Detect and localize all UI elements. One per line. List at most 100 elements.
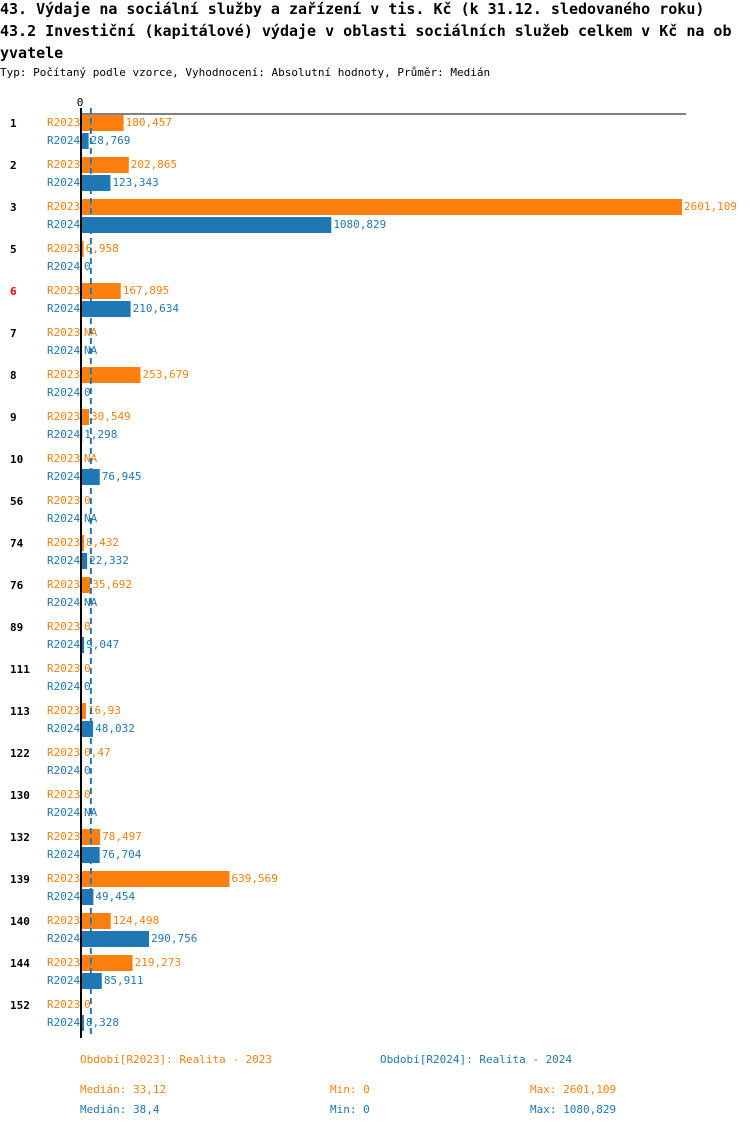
category-label: 122: [10, 747, 30, 760]
value-label: 35,692: [92, 578, 132, 591]
series-label: R2023: [47, 956, 80, 969]
bar-r2023: [82, 577, 91, 593]
series-label: R2023: [47, 872, 80, 885]
category-label: 132: [10, 831, 30, 844]
title-line-1: 43. Výdaje na sociální služby a zařízení…: [0, 0, 705, 18]
series-label: R2023: [47, 536, 80, 549]
series-label: R2024: [47, 848, 80, 861]
value-label: 76,704: [102, 848, 142, 861]
value-label: 0: [84, 662, 91, 675]
value-label: 78,497: [102, 830, 142, 843]
min-r2024: Min: 0: [330, 1103, 370, 1116]
category-label: 8: [10, 369, 17, 382]
bar-r2023: [82, 157, 129, 173]
value-label: 0: [84, 998, 91, 1011]
value-label: 0: [84, 788, 91, 801]
median-r2024: Medián: 38,4: [80, 1103, 160, 1116]
bar-r2023: [82, 367, 141, 383]
value-label: 76,945: [102, 470, 142, 483]
value-label: 2601,109: [684, 200, 737, 213]
series-label: R2024: [47, 638, 80, 651]
category-label: 2: [10, 159, 17, 172]
series-label: R2023: [47, 326, 80, 339]
value-label: 49,454: [95, 890, 135, 903]
category-label: 130: [10, 789, 30, 802]
bar-r2024: [82, 301, 131, 317]
series-label: R2023: [47, 578, 80, 591]
series-label: R2024: [47, 974, 80, 987]
category-label: 111: [10, 663, 30, 676]
bar-r2024: [82, 175, 111, 191]
series-label: R2024: [47, 218, 80, 231]
value-label: 0: [84, 764, 91, 777]
bar-r2024: [82, 889, 94, 905]
series-label: R2024: [47, 890, 80, 903]
series-label: R2023: [47, 368, 80, 381]
category-label: 3: [10, 201, 17, 214]
value-label: 28,769: [91, 134, 131, 147]
value-label: 22,332: [89, 554, 129, 567]
bar-r2023: [82, 829, 101, 845]
bar-r2024: [82, 637, 85, 653]
value-label: 8,432: [86, 536, 119, 549]
series-label: R2023: [47, 662, 80, 675]
series-label: R2023: [47, 746, 80, 759]
series-label: R2023: [47, 158, 80, 171]
bar-r2023: [82, 871, 230, 887]
value-label: 1080,829: [333, 218, 386, 231]
value-label: 123,343: [112, 176, 158, 189]
value-label: 180,457: [126, 116, 172, 129]
category-label: 6: [10, 285, 17, 298]
category-label: 74: [10, 537, 24, 550]
series-label: R2024: [47, 512, 80, 525]
series-label: R2024: [47, 806, 80, 819]
value-label: 30,549: [91, 410, 131, 423]
legend-r2023: Období[R2023]: Realita - 2023: [80, 1053, 273, 1066]
category-label: 139: [10, 873, 30, 886]
category-label: 140: [10, 915, 30, 928]
value-label: 202,865: [131, 158, 177, 171]
value-label: 0: [84, 260, 91, 273]
series-label: R2023: [47, 242, 80, 255]
bar-r2023: [82, 199, 682, 215]
value-label: 0: [84, 494, 91, 507]
value-label: 0: [84, 680, 91, 693]
value-label: 0: [84, 620, 91, 633]
series-label: R2023: [47, 200, 80, 213]
max-r2024: Max: 1080,829: [530, 1103, 617, 1116]
bar-r2023: [82, 409, 90, 425]
bar-r2023: [82, 115, 124, 131]
series-label: R2024: [47, 176, 80, 189]
series-label: R2024: [47, 554, 80, 567]
value-label: 639,569: [232, 872, 278, 885]
value-label: 124,498: [113, 914, 159, 927]
series-label: R2023: [47, 452, 80, 465]
median-r2023: Medián: 33,12: [80, 1083, 167, 1096]
subtitle: Typ: Počítaný podle vzorce, Vyhodnocení:…: [0, 66, 491, 79]
category-label: 89: [10, 621, 23, 634]
category-label: 152: [10, 999, 30, 1012]
value-label: 8,328: [86, 1016, 119, 1029]
value-label: 167,895: [123, 284, 169, 297]
series-label: R2024: [47, 596, 80, 609]
bar-chart: 0 1 R2023 180,457 R2024 28,769 2 R2023 202,865 R2…: [10, 96, 737, 1038]
category-label: 1: [10, 117, 17, 130]
series-label: R2023: [47, 788, 80, 801]
series-label: R2023: [47, 410, 80, 423]
bar-r2024: [82, 133, 89, 149]
series-label: R2024: [47, 260, 80, 273]
bar-r2024: [82, 973, 102, 989]
series-label: R2024: [47, 680, 80, 693]
value-label: 16,93: [88, 704, 121, 717]
value-label: 210,634: [133, 302, 180, 315]
category-label: 76: [10, 579, 24, 592]
x-tick-label: 0: [77, 96, 84, 109]
title-line-3: yvatele: [0, 44, 64, 62]
value-label: 219,273: [135, 956, 181, 969]
value-label: 1,298: [84, 428, 117, 441]
series-label: R2023: [47, 914, 80, 927]
bar-r2023: [82, 913, 111, 929]
value-label: 0,47: [84, 746, 111, 759]
series-label: R2024: [47, 722, 80, 735]
bar-r2024: [82, 931, 150, 947]
